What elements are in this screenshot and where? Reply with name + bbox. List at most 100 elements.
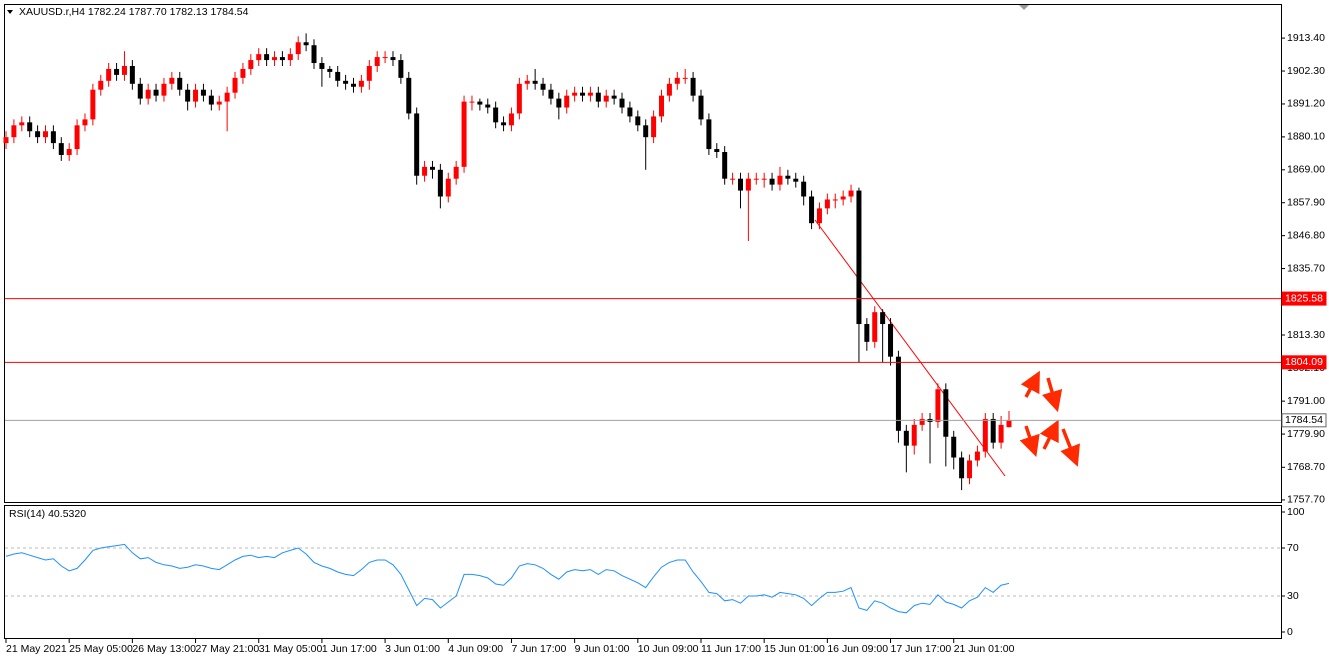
y-tick-label: 1891.20	[1287, 98, 1325, 110]
candle-body	[200, 89, 206, 96]
price-label-box	[1281, 413, 1327, 428]
x-tick-label: 21 Jun 01:00	[954, 643, 1015, 655]
candle-body	[58, 143, 64, 155]
candle-body	[888, 324, 894, 357]
candle-body	[216, 101, 222, 105]
shift-marker[interactable]	[1019, 5, 1029, 10]
candle-body	[745, 178, 751, 191]
candle-body	[208, 95, 214, 105]
x-tick-label: 31 May 05:00	[259, 643, 323, 655]
candle-body	[161, 83, 167, 96]
candle-body	[832, 199, 838, 201]
candle-body	[374, 57, 380, 66]
candle-body	[508, 113, 514, 126]
y-tick-label: 1857.90	[1287, 197, 1325, 209]
x-tick-label: 10 Jun 09:00	[638, 643, 699, 655]
candle-body	[761, 178, 767, 180]
candle-body	[714, 149, 720, 153]
candle-body	[390, 57, 396, 61]
candle-body	[516, 83, 522, 114]
candle-body	[595, 92, 601, 102]
candle-body	[501, 122, 507, 126]
candle-body	[848, 190, 854, 197]
candle-body	[406, 77, 412, 114]
candle-body	[690, 77, 696, 96]
chart-title: XAUUSD.r,H4 1782.24 1787.70 1782.13 1784…	[19, 6, 249, 18]
x-tick-label: 26 May 13:00	[132, 643, 196, 655]
candle-body	[793, 178, 799, 182]
candle-body	[674, 77, 680, 84]
candle-body	[90, 89, 96, 120]
y-tick-label: 70	[1287, 542, 1299, 554]
arrow-down	[1041, 377, 1063, 413]
candle-body	[769, 178, 775, 185]
candle-body	[264, 54, 270, 61]
candle-body	[327, 68, 333, 72]
candle-body	[177, 77, 183, 90]
candle-body	[903, 430, 909, 446]
candle-body	[256, 54, 262, 61]
candle-body	[82, 119, 88, 126]
candle-body	[911, 424, 917, 446]
candle-body	[414, 113, 420, 176]
arrow-down	[1060, 428, 1080, 467]
candle-body	[66, 149, 72, 155]
y-tick-label: 1757.70	[1287, 494, 1325, 506]
candle-body	[248, 60, 254, 69]
candle-body	[824, 199, 830, 209]
candle-body	[753, 178, 759, 180]
y-tick-label: 1913.40	[1287, 32, 1325, 44]
candle-body	[737, 178, 743, 191]
candle-body	[366, 65, 372, 81]
x-tick-label: 9 Jun 01:00	[575, 643, 630, 655]
arrows	[1019, 370, 1080, 467]
candle-body	[27, 122, 33, 132]
candle-body	[193, 89, 199, 102]
candle-body	[469, 101, 475, 103]
candle-body	[185, 89, 191, 102]
candle-body	[998, 424, 1004, 443]
candle-body	[153, 89, 159, 96]
y-tick-label: 1779.90	[1287, 428, 1325, 440]
candle-body	[137, 83, 143, 99]
candle-body	[224, 92, 230, 102]
candle-body	[682, 77, 688, 79]
candle-body	[169, 77, 175, 84]
candle-body	[279, 57, 285, 61]
candle-body	[145, 89, 151, 99]
arrow-up	[1039, 419, 1059, 450]
candle-body	[666, 83, 672, 96]
candle-body	[319, 63, 325, 69]
candle-body	[485, 104, 491, 108]
trend-line[interactable]	[814, 219, 1006, 477]
candle-body	[627, 107, 633, 117]
candle-body	[556, 98, 562, 108]
candle-body	[872, 312, 878, 342]
candle-body	[548, 89, 554, 99]
candle-body	[659, 95, 665, 117]
rsi-line	[5, 543, 1010, 614]
y-tick-label: 1846.80	[1287, 229, 1325, 241]
candle-body	[382, 57, 388, 59]
candle-body	[11, 125, 17, 138]
candle-body	[398, 60, 404, 78]
rsi-title: RSI(14) 40.5320	[9, 508, 86, 520]
candle-body	[643, 125, 649, 138]
candle-body	[895, 356, 901, 431]
candle-body	[864, 324, 870, 342]
x-tick-label: 1 Jun 17:00	[322, 643, 377, 655]
candle-body	[311, 45, 317, 64]
menu-triangle[interactable]	[7, 10, 13, 14]
candle-body	[524, 80, 530, 84]
y-tick-label: 0	[1287, 626, 1293, 638]
x-tick-label: 27 May 21:00	[196, 643, 260, 655]
candle-body	[856, 190, 862, 325]
candle-body	[42, 131, 48, 138]
candle-body	[880, 312, 886, 325]
candle-body	[272, 57, 278, 61]
price-label-box	[1281, 355, 1327, 370]
y-tick-label: 1880.10	[1287, 131, 1325, 143]
candle-body	[982, 418, 988, 452]
candle-body	[3, 137, 9, 144]
